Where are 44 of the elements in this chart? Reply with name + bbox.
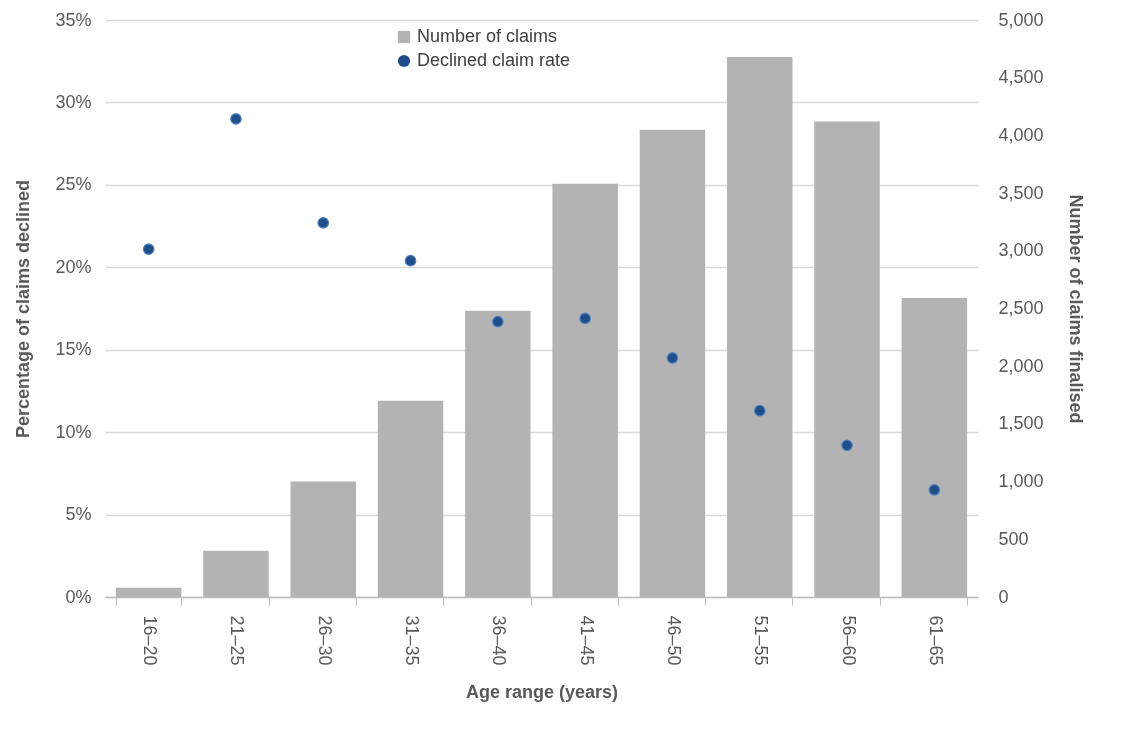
x-tick-label: 31–35 (402, 615, 423, 666)
y-axis-title: Percentage of claims declined (13, 179, 34, 439)
x-tick-label: 41–45 (576, 615, 597, 666)
point (230, 113, 242, 125)
x-tick-label: 16–20 (140, 615, 161, 666)
point (317, 216, 330, 229)
y2-tick-label: 0 (998, 586, 1009, 607)
y2-tick-label: 500 (998, 528, 1029, 549)
y2-tick-label: 1,500 (998, 413, 1044, 434)
y-tick-label: 25% (55, 174, 92, 195)
y2-tick-label: 4,000 (998, 124, 1044, 145)
y2-tick-label: 2,500 (998, 298, 1044, 318)
x-tick-label: 61–65 (925, 615, 946, 666)
x-tick-label: 51–55 (751, 615, 772, 666)
x-axis-title: Age range (years) (465, 681, 619, 702)
y-tick-label: 5% (65, 504, 92, 525)
point (492, 315, 504, 328)
y2-axis-title: Number of claims finalised (1065, 194, 1086, 424)
y-tick-label: 30% (55, 91, 92, 112)
x-tick-label: 21–25 (227, 615, 248, 666)
x-tick-label: 26–30 (314, 615, 335, 666)
x-tick-label: 46–50 (663, 615, 684, 666)
y2-tick-label: 5,000 (998, 9, 1044, 30)
y2-tick-label: 1,000 (998, 471, 1044, 492)
point (142, 243, 155, 255)
point (579, 312, 591, 325)
point (841, 439, 853, 452)
y2-tick-label: 3,000 (998, 240, 1044, 261)
y-tick-label: 0% (65, 586, 92, 607)
legend-label: Number of claims (417, 26, 558, 46)
y-tick-label: 15% (55, 339, 92, 360)
x-tick-label: 36–40 (489, 615, 510, 666)
y2-tick-label: 4,500 (998, 67, 1044, 88)
point (753, 404, 766, 417)
x-tick-label: 56–60 (838, 615, 859, 666)
y2-tick-label: 2,000 (998, 355, 1044, 376)
y-tick-label: 10% (55, 421, 92, 442)
point (404, 254, 417, 267)
point (928, 484, 941, 496)
point (666, 352, 679, 364)
legend-label: Declined claim rate (417, 50, 571, 70)
y2-tick-label: 3,500 (998, 182, 1044, 203)
y-tick-label: 35% (55, 9, 92, 30)
y-tick-label: 20% (55, 256, 92, 277)
